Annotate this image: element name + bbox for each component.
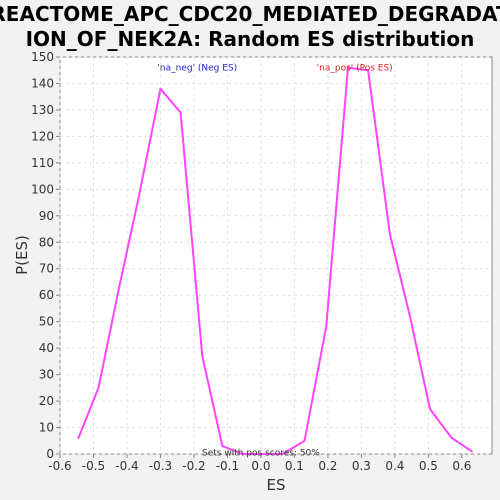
data-point [325, 325, 328, 328]
data-point [137, 196, 140, 199]
data-point [77, 437, 80, 440]
chart-title-line-1: REACTOME_APC_CDC20_MEDIATED_DEGRADAT [0, 2, 500, 26]
y-tick-label: 30 [39, 368, 54, 382]
x-tick-label: -0.3 [149, 459, 172, 473]
y-tick-label: 40 [39, 341, 54, 355]
data-point [408, 315, 411, 318]
x-axis-ticks: -0.6 -0.5 -0.4 -0.3 -0.2 -0.1 0.0 0.1 0.2 0.3 0.4 0… [48, 454, 471, 473]
x-tick-label: -0.6 [48, 459, 71, 473]
plot-area [59, 56, 493, 455]
data-point [367, 69, 370, 72]
series-layer [77, 66, 473, 455]
data-point [159, 87, 162, 90]
data-point [221, 445, 224, 448]
y-axis-ticks: 0 10 20 30 40 50 60 70 80 90 100 110 120 130 140 150 [31, 50, 60, 461]
data-point [241, 453, 244, 455]
x-tick-label: 0.6 [452, 459, 471, 473]
x-tick-label: -0.2 [182, 459, 205, 473]
data-point [388, 233, 391, 236]
x-tick-label: 0.4 [385, 459, 404, 473]
x-tick-label: -0.4 [115, 459, 138, 473]
x-tick-label: 0.3 [352, 459, 371, 473]
x-axis-label: ES [267, 476, 286, 494]
x-tick-label: 0.1 [285, 459, 304, 473]
y-tick-label: 130 [31, 103, 54, 117]
grid-lines [59, 56, 492, 455]
x-tick-label: 0.0 [251, 459, 270, 473]
y-tick-label: 0 [46, 447, 54, 461]
data-point [303, 439, 306, 442]
x-tick-label: 0.2 [318, 459, 337, 473]
y-tick-label: 110 [31, 156, 54, 170]
y-tick-label: 10 [39, 421, 54, 435]
y-tick-label: 60 [39, 288, 54, 302]
y-axis-label: P(ES) [13, 235, 31, 275]
chart-annotation: 'na_pos' (Pos ES) [317, 64, 393, 74]
y-tick-label: 50 [39, 315, 54, 329]
x-tick-label: -0.1 [216, 459, 239, 473]
y-tick-label: 20 [39, 394, 54, 408]
y-tick-label: 150 [31, 50, 54, 64]
x-tick-label: -0.5 [82, 459, 105, 473]
data-point [281, 453, 284, 455]
y-tick-label: 100 [31, 182, 54, 196]
data-point [179, 111, 182, 114]
series-line [77, 66, 473, 455]
data-point [117, 288, 120, 291]
data-point [470, 450, 473, 453]
y-tick-label: 120 [31, 129, 54, 143]
y-tick-label: 70 [39, 262, 54, 276]
y-tick-label: 90 [39, 209, 54, 223]
chart-annotation: 'na_neg' (Neg ES) [157, 64, 237, 74]
data-point [261, 453, 264, 455]
chart-title: REACTOME_APC_CDC20_MEDIATED_DEGRADAT ION… [0, 2, 500, 51]
annotations: 'na_neg' (Neg ES) 'na_pos' (Pos ES) Sets w… [157, 64, 392, 459]
y-tick-label: 80 [39, 235, 54, 249]
chart-title-line-2: ION_OF_NEK2A: Random ES distribution [26, 27, 475, 51]
data-point [201, 355, 204, 358]
y-tick-label: 140 [31, 76, 54, 90]
chart-annotation: Sets with pos scores: 50% [202, 448, 320, 458]
data-point [347, 66, 349, 69]
data-point [97, 386, 100, 389]
data-point [429, 408, 432, 411]
x-tick-label: 0.5 [419, 459, 438, 473]
data-point [450, 437, 453, 440]
